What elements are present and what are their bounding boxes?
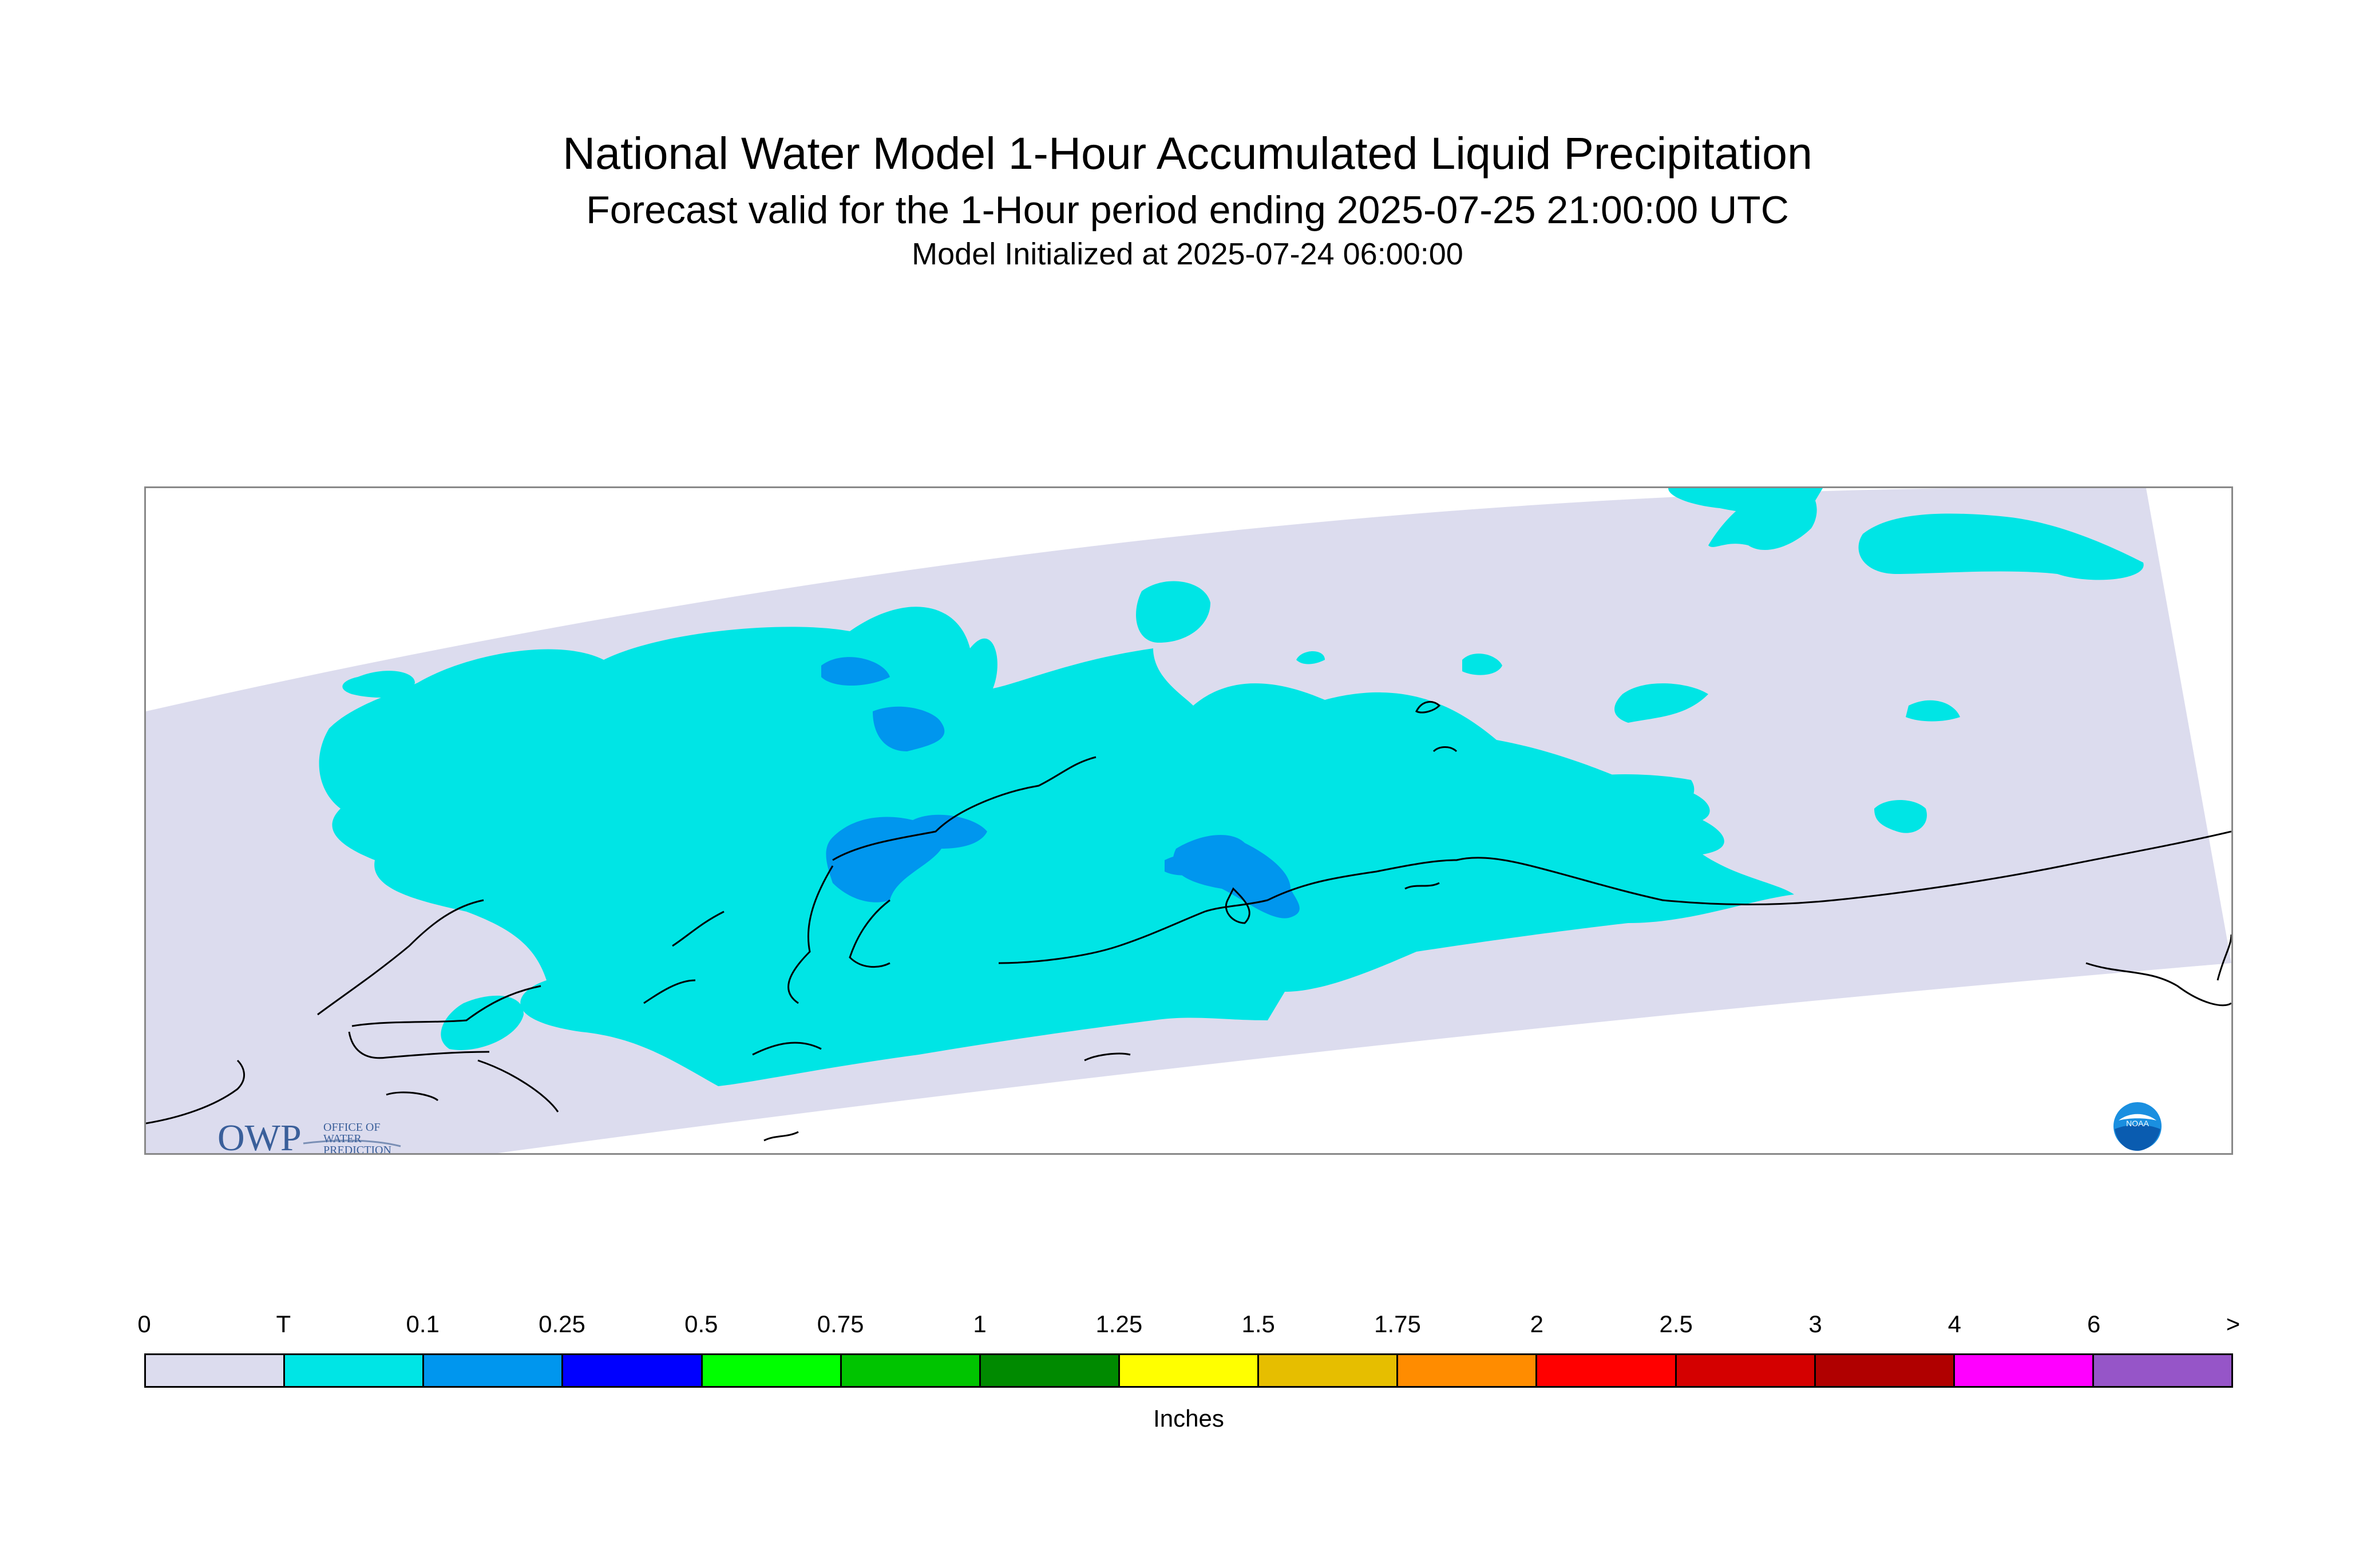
legend-color-swatch bbox=[1954, 1355, 2094, 1386]
legend-color-swatch bbox=[563, 1355, 703, 1386]
legend-units-label: Inches bbox=[1153, 1405, 1224, 1432]
owp-logo-letters: OWP bbox=[217, 1117, 302, 1155]
noaa-logo-text: NOAA bbox=[2126, 1119, 2149, 1128]
legend-color-swatch bbox=[1259, 1355, 1399, 1386]
owp-logo: OWP OFFICE OF WATER PREDICTION bbox=[217, 1117, 401, 1155]
legend-tick-label: 1 bbox=[973, 1310, 987, 1337]
noaa-logo: NOAA bbox=[2113, 1102, 2162, 1151]
legend-tick-label: 0.1 bbox=[406, 1310, 440, 1337]
coastlines bbox=[146, 700, 2231, 1142]
legend-tick-label: > bbox=[2226, 1310, 2241, 1337]
legend-tick-label: 1.75 bbox=[1374, 1310, 1421, 1337]
legend-tick-label: 6 bbox=[2087, 1310, 2101, 1337]
model-init-text: Model Initialized at 2025-07-24 06:00:00 bbox=[912, 237, 1463, 271]
legend-color-swatch bbox=[1676, 1355, 1816, 1386]
map-panel[interactable]: OWP OFFICE OF WATER PREDICTION NOAA bbox=[144, 486, 2233, 1155]
legend-color-swatch bbox=[146, 1355, 286, 1386]
legend-color-swatch bbox=[1119, 1355, 1260, 1386]
legend-tick-label: 0.5 bbox=[684, 1310, 718, 1337]
owp-logo-line-3: PREDICTION bbox=[323, 1144, 391, 1155]
legend-color-swatch bbox=[285, 1355, 425, 1386]
legend-color-swatch bbox=[980, 1355, 1120, 1386]
legend-tick-label: 2 bbox=[1530, 1310, 1544, 1337]
legend-tick-label: 3 bbox=[1808, 1310, 1822, 1337]
legend-tick-label: 0.25 bbox=[539, 1310, 585, 1337]
trace-precip-areas bbox=[319, 488, 2144, 1086]
legend-colorbar bbox=[144, 1353, 2233, 1388]
map-title: National Water Model 1-Hour Accumulated … bbox=[563, 128, 1812, 179]
legend-tick-label: 2.5 bbox=[1659, 1310, 1693, 1337]
legend-tick-label: 1.5 bbox=[1241, 1310, 1275, 1337]
owp-logo-line-1: OFFICE OF bbox=[323, 1121, 380, 1134]
legend-tick-label: 4 bbox=[1948, 1310, 1962, 1337]
map-subtitle: Forecast valid for the 1-Hour period end… bbox=[586, 188, 1789, 232]
legend-tick-label: 0.75 bbox=[817, 1310, 864, 1337]
legend-tick-label: 1.25 bbox=[1095, 1310, 1143, 1337]
legend-color-swatch bbox=[841, 1355, 981, 1386]
precipitation-map[interactable] bbox=[146, 488, 2231, 1153]
legend-color-swatch bbox=[702, 1355, 842, 1386]
legend-color-swatch bbox=[2093, 1355, 2232, 1386]
legend-tick-label: 0 bbox=[137, 1310, 151, 1337]
color-legend: 0 T 0.1 0.25 0.5 0.75 1 1.25 1.5 1.75 2 2.5 3 4 6 > Inc… bbox=[137, 1310, 2240, 1436]
owp-logo-line-2: WATER bbox=[323, 1133, 362, 1145]
legend-color-swatch bbox=[424, 1355, 564, 1386]
legend-color-swatch bbox=[1815, 1355, 1955, 1386]
legend-color-swatch bbox=[1398, 1355, 1538, 1386]
legend-tick-label: T bbox=[276, 1310, 291, 1337]
light-precip-areas bbox=[821, 657, 1300, 918]
legend-color-swatch bbox=[1537, 1355, 1677, 1386]
